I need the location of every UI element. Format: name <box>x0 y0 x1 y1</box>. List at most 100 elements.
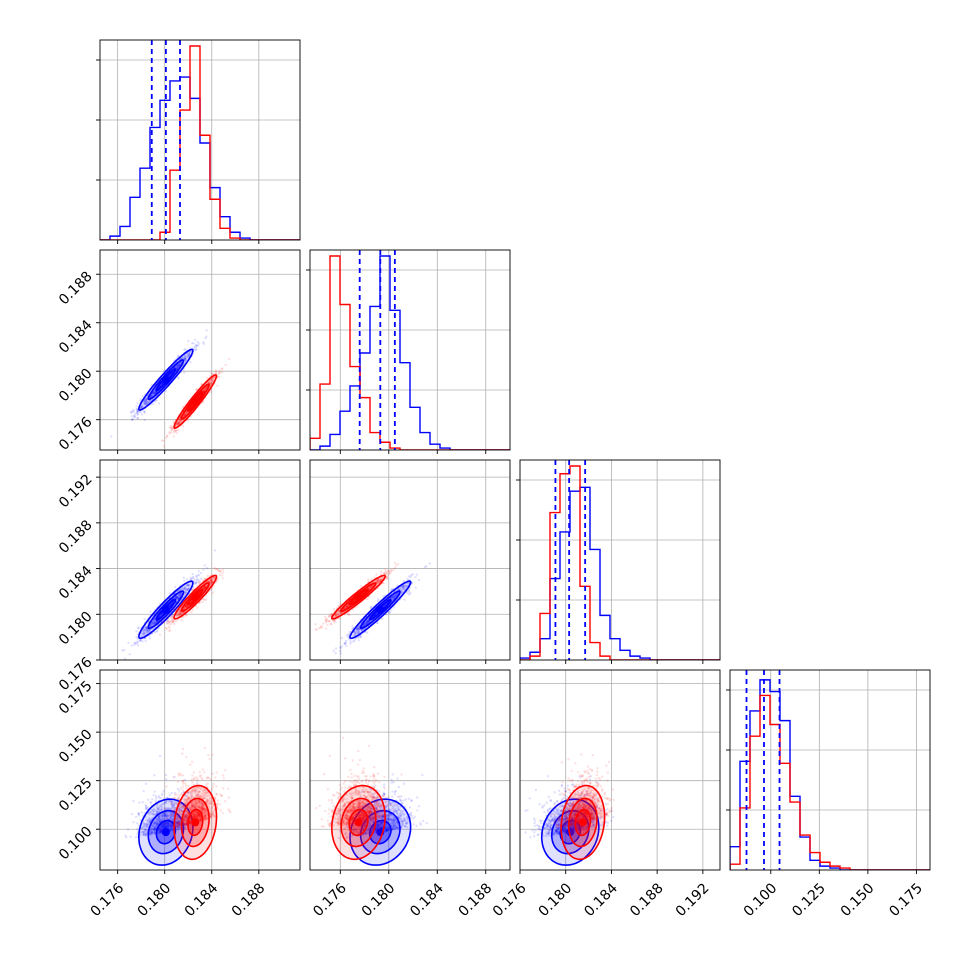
scatter-point <box>146 629 149 632</box>
scatter-point <box>177 422 181 425</box>
scatter-point <box>177 376 180 379</box>
scatter-point <box>194 343 197 347</box>
scatter-point <box>154 391 157 394</box>
scatter-point <box>178 610 181 614</box>
scatter-point <box>214 369 218 372</box>
scatter-point <box>176 596 180 600</box>
scatter-point <box>414 575 417 579</box>
scatter-point <box>335 613 338 616</box>
scatter-point <box>166 434 169 438</box>
scatter-point <box>168 619 171 623</box>
scatter-point <box>201 579 205 582</box>
scatter-point <box>145 397 149 400</box>
scatter-point <box>177 354 180 357</box>
scatter-point <box>196 606 199 609</box>
scatter-point <box>143 617 146 621</box>
scatter-point <box>136 410 139 414</box>
scatter-point <box>202 342 205 346</box>
scatter-point <box>190 342 194 345</box>
scatter-point <box>152 392 156 395</box>
scatter-point <box>144 398 148 402</box>
scatter-point <box>150 394 153 397</box>
scatter-point <box>336 611 340 615</box>
panel-content <box>100 40 300 240</box>
scatter-point <box>397 587 401 590</box>
scatter-point <box>175 431 179 435</box>
scatter-point <box>142 631 145 634</box>
scatter-point <box>141 405 144 408</box>
scatter-point <box>153 392 156 395</box>
scatter-point <box>144 398 148 402</box>
scatter-point <box>214 371 218 375</box>
scatter-point <box>145 399 148 402</box>
scatter-point <box>382 605 386 608</box>
scatter-point <box>141 632 144 636</box>
scatter-point <box>198 574 201 577</box>
scatter-point <box>335 614 338 618</box>
scatter-point <box>379 579 383 582</box>
scatter-point <box>425 565 428 568</box>
scatter-point <box>338 609 341 613</box>
scatter-point <box>390 596 394 599</box>
scatter-point <box>211 379 215 382</box>
scatter-point <box>375 580 379 583</box>
scatter-point <box>167 620 171 624</box>
scatter-point <box>209 381 212 385</box>
scatter-point <box>340 636 344 640</box>
scatter-point <box>366 578 370 581</box>
scatter-point <box>399 586 403 589</box>
scatter-point <box>206 580 210 583</box>
scatter-point <box>152 390 155 394</box>
scatter-point <box>357 627 360 630</box>
scatter-point <box>179 612 183 616</box>
scatter-point <box>136 637 139 640</box>
scatter-point <box>146 401 149 404</box>
scatter-point <box>131 418 134 421</box>
scatter-point <box>174 596 177 600</box>
scatter-point <box>143 402 147 406</box>
scatter-point <box>148 630 151 633</box>
scatter-point <box>368 587 371 590</box>
scatter-point <box>167 617 170 620</box>
scatter-point <box>183 357 186 360</box>
scatter-point <box>399 588 402 591</box>
scatter-point <box>336 613 340 616</box>
scatter-point <box>403 598 406 601</box>
scatter-point <box>370 605 373 608</box>
scatter-point <box>171 614 174 617</box>
scatter-point <box>376 621 379 624</box>
scatter-point <box>208 578 211 582</box>
scatter-point <box>185 584 188 587</box>
scatter-point <box>160 439 164 442</box>
scatter-point <box>205 376 208 380</box>
scatter-point <box>353 633 357 637</box>
scatter-point <box>357 630 360 634</box>
scatter-point <box>187 587 191 590</box>
scatter-point <box>184 593 188 597</box>
scatter-point <box>352 633 355 637</box>
scatter-point <box>348 638 351 641</box>
scatter-point <box>144 639 147 642</box>
scatter-point <box>187 583 190 586</box>
y-tick-label: 0.176 <box>56 414 96 454</box>
scatter-point <box>180 357 183 360</box>
scatter-point <box>175 606 179 610</box>
scatter-point <box>162 445 166 448</box>
scatter-point <box>333 607 336 611</box>
scatter-point <box>136 640 139 643</box>
panel-content <box>100 460 300 660</box>
scatter-point <box>176 365 179 368</box>
scatter-point <box>211 579 214 582</box>
scatter-point <box>185 605 188 608</box>
scatter-point <box>210 380 214 383</box>
scatter-point <box>209 583 212 586</box>
panel-2-1 <box>309 459 511 664</box>
scatter-point <box>204 336 207 340</box>
scatter-point <box>212 577 215 581</box>
scatter-point <box>151 621 154 624</box>
scatter-point <box>369 585 372 589</box>
scatter-point <box>176 365 180 369</box>
scatter-point <box>183 586 187 589</box>
scatter-point <box>175 367 179 370</box>
scatter-point <box>178 362 182 365</box>
